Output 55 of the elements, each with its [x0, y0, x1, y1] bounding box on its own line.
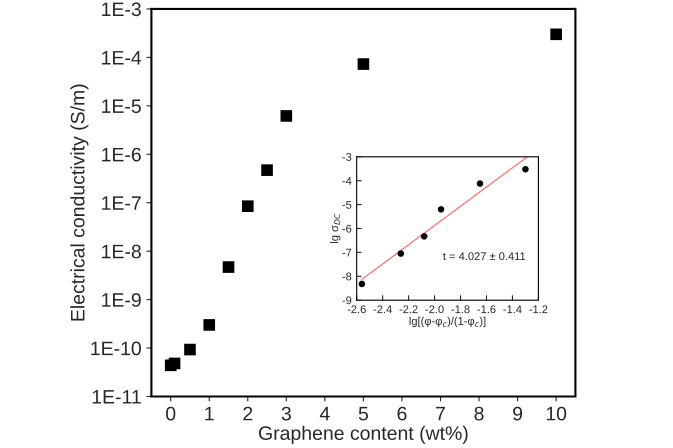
y-tick-label: -4	[342, 177, 352, 185]
y-tick-label: 1E-6	[102, 148, 141, 162]
x-tick-label: -1.4	[503, 305, 522, 314]
point	[222, 261, 234, 273]
point	[184, 344, 196, 356]
x-tick-label: -1.2	[529, 305, 548, 314]
y-tick-label: 1E-7	[102, 196, 141, 210]
point	[550, 28, 562, 40]
y-tick-label: 1E-11	[92, 390, 141, 404]
x-tick-label: -2.4	[374, 305, 392, 314]
point	[476, 180, 484, 187]
y-axis-title: lg σ$_{DC}$	[330, 214, 340, 243]
x-axis-title: lg[(φ-φ$_{c}$)/(1-φ$_{c}$)]	[410, 316, 486, 328]
y-tick-label: -8	[342, 272, 352, 280]
x-tick-label: -1.8	[451, 305, 470, 314]
y-tick-label: -9	[342, 296, 352, 304]
y-tick-label: 1E-8	[102, 244, 141, 258]
y-tick-label: -3	[342, 153, 352, 161]
x-tick-label: 10	[546, 406, 566, 420]
y-tick-label: -5	[342, 200, 352, 209]
y-tick-label: -7	[342, 248, 352, 256]
annotation: t = 4.027 ± 0.411	[443, 252, 526, 260]
x-tick-label: -2.0	[425, 305, 444, 314]
y-tick-label: -6	[342, 224, 352, 233]
point	[438, 206, 444, 213]
x-tick-label: 6	[398, 406, 407, 420]
x-tick-label: 5	[358, 406, 368, 420]
point	[203, 319, 216, 331]
point	[242, 200, 254, 212]
x-tick-label: 8	[474, 406, 484, 420]
point	[522, 166, 529, 172]
y-tick-label: 1E-9	[102, 293, 141, 307]
point	[358, 58, 370, 70]
x-tick-label: -2.2	[400, 305, 418, 314]
x-tick-label: 3	[282, 406, 291, 420]
point	[261, 164, 273, 176]
y-axis-title: Electrical conductivity (S/m)	[70, 84, 88, 321]
y-tick-label: 1E-10	[91, 342, 141, 356]
x-tick-label: 0	[166, 406, 176, 420]
y-tick-label: 1E-4	[102, 51, 142, 64]
x-tick-label: -1.6	[477, 305, 496, 314]
point	[280, 110, 292, 122]
point	[398, 250, 404, 257]
y-tick-label: 1E-5	[102, 100, 141, 114]
point	[168, 358, 180, 370]
x-tick-label: 4	[320, 406, 330, 420]
y-tick-label: 1E-3	[102, 2, 141, 16]
x-tick-label: -2.6	[348, 305, 366, 314]
x-tick-label: 7	[436, 406, 445, 420]
x-tick-label: 2	[243, 406, 252, 420]
x-axis-title: Graphene content (wt%)	[259, 426, 468, 444]
x-tick-label: 1	[205, 406, 214, 420]
x-tick-label: 9	[513, 406, 522, 420]
point	[358, 280, 366, 288]
point	[420, 233, 428, 240]
